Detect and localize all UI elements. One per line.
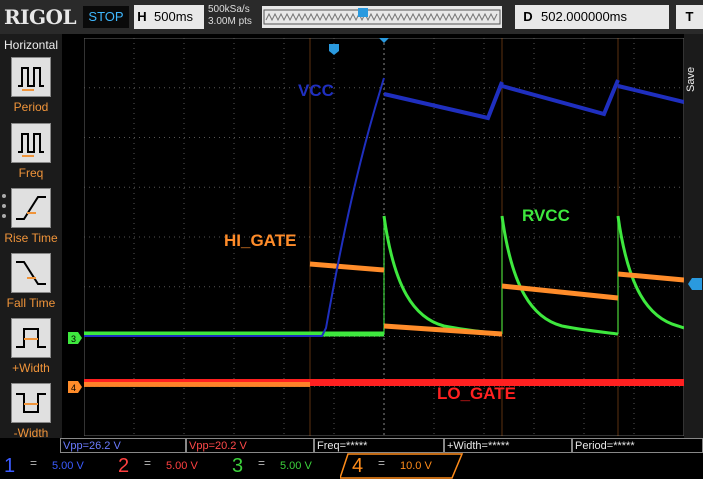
channel-1-button[interactable]: 1 = 5.00 V (0, 453, 112, 479)
channel-number: 3 (232, 455, 244, 477)
brand-logo: RIGOL (4, 5, 77, 29)
rise-time-icon (11, 188, 51, 228)
center-marker-icon (379, 38, 389, 43)
channel-4-tab-shape (340, 453, 464, 479)
trigger-position-icon (329, 44, 339, 55)
ch4-step-1 (309, 261, 385, 273)
trigger-position-marker (358, 8, 368, 17)
ch4-trace-low (84, 382, 310, 387)
pos-width-icon (11, 318, 51, 358)
menu-item-freq[interactable]: Freq (0, 123, 62, 180)
menu-item-label: +Width (12, 361, 50, 375)
menu-item-label: Rise Time (4, 231, 58, 245)
menu-item-label: Freq (18, 166, 44, 180)
timebase-box[interactable]: H 500ms (134, 5, 204, 29)
ch4-marker-text: 4 (71, 383, 76, 393)
fall-time-icon (11, 253, 51, 293)
acquisition-info: 500kSa/s 3.00M pts (208, 4, 252, 28)
measurement-text: Period=***** (575, 440, 635, 452)
waveform-display[interactable]: VCC HI_GATE RVCC LO_GATE (84, 38, 684, 436)
dc-coupling-icon: = (30, 456, 38, 470)
measurement-pos-width: +Width=***** (444, 438, 572, 453)
h-label: H (137, 9, 147, 24)
measurement-period: Period=***** (572, 438, 703, 453)
timeline-graphic (263, 8, 501, 25)
dc-coupling-icon: = (378, 456, 386, 470)
channel-scale: 5.00 V (52, 460, 84, 472)
run-stop-indicator[interactable]: STOP (83, 6, 129, 28)
period-icon (11, 57, 51, 97)
ch1-ramp-1 (383, 81, 504, 121)
measurement-text: +Width=***** (447, 440, 510, 452)
memory-depth: 3.00M pts (208, 16, 252, 27)
menu-item-pos-width[interactable]: +Width (0, 318, 62, 375)
menu-item-rise-time[interactable]: Rise Time (0, 188, 62, 245)
channel-4-button[interactable]: 4 = 10.0 V (348, 453, 460, 479)
menu-item-neg-width[interactable]: -Width (0, 383, 62, 440)
menu-item-fall-time[interactable]: Fall Time (0, 253, 62, 310)
channel-2-button[interactable]: 2 = 5.00 V (114, 453, 226, 479)
ch4-step-2 (383, 323, 503, 337)
trigger-box[interactable]: T (676, 5, 703, 29)
right-side-bar (684, 34, 703, 438)
save-button[interactable]: Save (685, 66, 697, 92)
menu-item-period[interactable]: Period (0, 57, 62, 114)
delay-value: 502.000000ms (541, 9, 628, 24)
memory-timeline[interactable] (262, 6, 502, 28)
hi-gate-annotation: HI_GATE (224, 231, 296, 250)
dc-coupling-icon: = (258, 456, 266, 470)
ch4-step-4 (617, 271, 684, 283)
channel-number: 1 (4, 455, 16, 477)
vcc-annotation: VCC (298, 81, 334, 100)
ch3-ground-marker[interactable]: 3 (68, 332, 82, 344)
menu-item-label: -Width (13, 426, 49, 440)
ch1-rise (84, 77, 385, 337)
ch3-marker-text: 3 (71, 334, 76, 344)
top-status-bar: RIGOL STOP H 500ms 500kSa/s 3.00M pts D 50… (0, 0, 703, 34)
channel-scale: 10.0 V (400, 460, 432, 472)
ch3-decay-3 (616, 215, 684, 330)
menu-title: Horizontal (3, 38, 59, 52)
ch4-step-3 (501, 283, 619, 301)
dc-coupling-icon: = (144, 456, 152, 470)
horizontal-menu: Horizontal (0, 34, 62, 438)
neg-width-icon (11, 383, 51, 423)
d-label: D (523, 9, 533, 24)
ch3-decay-2 (500, 215, 619, 336)
menu-item-label: Fall Time (6, 296, 56, 310)
channel-3-button[interactable]: 3 = 5.00 V (228, 453, 340, 479)
measurement-vpp-ch1: Vpp=26.2 V (60, 438, 186, 453)
sample-rate: 500kSa/s (208, 4, 250, 15)
rvcc-annotation: RVCC (522, 206, 570, 225)
measurement-freq: Freq=***** (314, 438, 444, 453)
measurement-text: Vpp=20.2 V (189, 440, 247, 452)
channel-number: 4 (352, 455, 364, 477)
menu-page-dots (2, 194, 6, 224)
channel-scale: 5.00 V (166, 460, 198, 472)
measurement-text: Vpp=26.2 V (63, 440, 121, 452)
ch1-ramp-2 (501, 79, 620, 117)
trigger-level-marker[interactable] (688, 278, 702, 290)
timebase-value: 500ms (154, 9, 194, 24)
menu-item-label: Period (13, 100, 49, 114)
freq-icon (11, 123, 51, 163)
lo-gate-annotation: LO_GATE (437, 384, 516, 403)
channel-number: 2 (118, 455, 130, 477)
measurement-text: Freq=***** (317, 440, 368, 452)
ch2-trace (84, 379, 684, 386)
channel-scale: 5.00 V (280, 460, 312, 472)
ch4-ground-marker[interactable]: 4 (68, 381, 82, 393)
delay-box[interactable]: D 502.000000ms (515, 5, 669, 29)
ch1-ramp-3 (617, 84, 684, 104)
measurement-vpp-ch2: Vpp=20.2 V (186, 438, 314, 453)
